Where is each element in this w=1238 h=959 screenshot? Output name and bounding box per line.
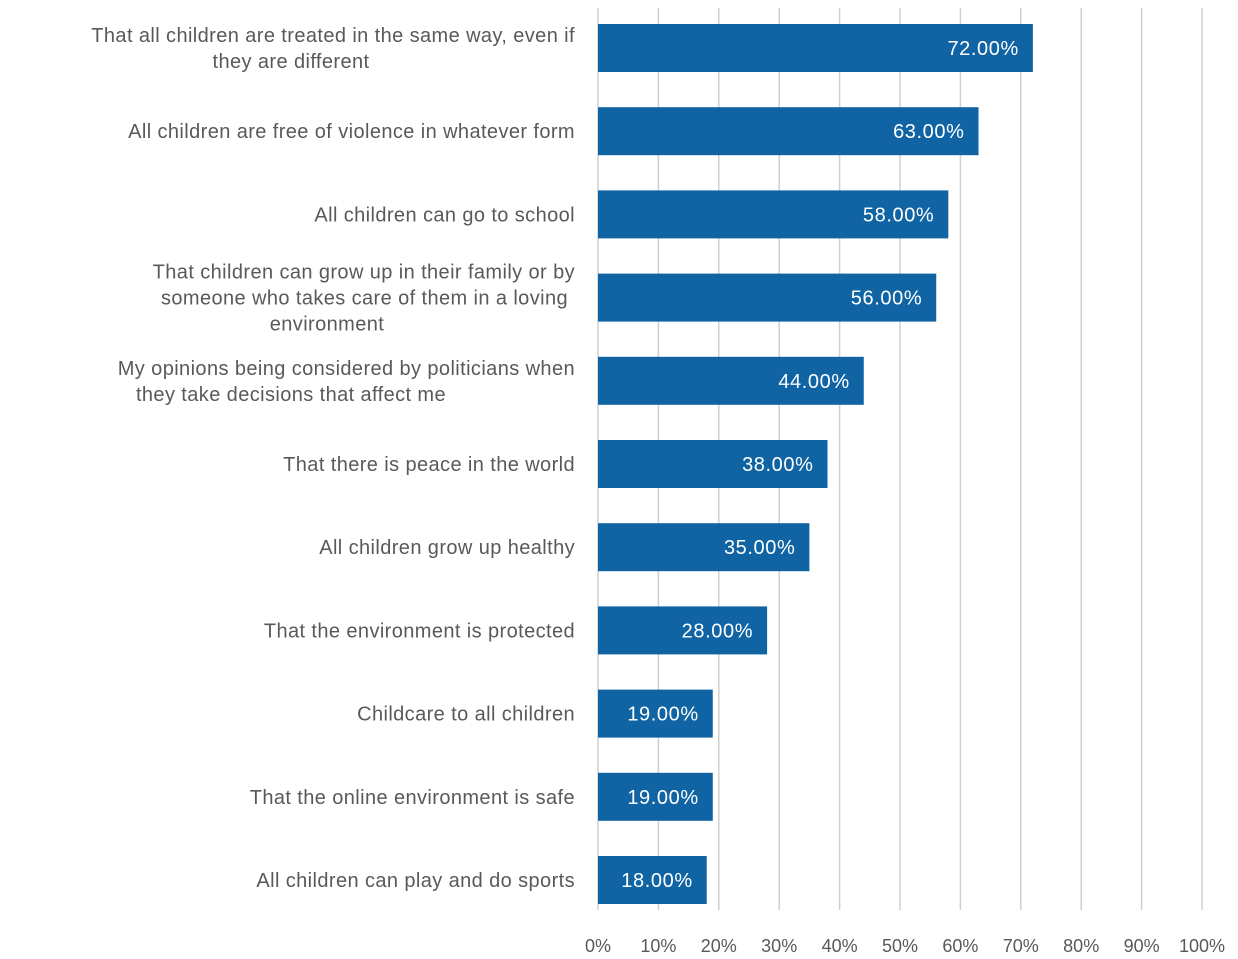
x-tick-label: 0% <box>585 936 611 956</box>
category-label: That all children are treated in the sam… <box>91 25 575 47</box>
category-label: All children can play and do sports <box>256 870 575 892</box>
data-label: 19.00% <box>627 704 698 726</box>
x-tick-label: 10% <box>640 936 676 956</box>
x-tick-label: 70% <box>1003 936 1039 956</box>
bar <box>598 856 707 904</box>
data-label: 38.00% <box>742 454 813 476</box>
data-label: 63.00% <box>893 121 964 143</box>
x-tick-label: 90% <box>1124 936 1160 956</box>
data-label: 18.00% <box>621 870 692 892</box>
category-label: someone who takes care of them in a lovi… <box>161 288 568 310</box>
x-tick-label: 50% <box>882 936 918 956</box>
data-label: 72.00% <box>947 38 1018 60</box>
category-label: That there is peace in the world <box>283 454 575 476</box>
bar <box>598 273 937 322</box>
data-label: 19.00% <box>627 787 698 809</box>
data-label: 35.00% <box>724 537 795 559</box>
bar <box>598 523 810 572</box>
category-label: That children can grow up in their famil… <box>153 262 575 284</box>
bar <box>598 772 713 821</box>
data-label: 58.00% <box>863 204 934 226</box>
bar <box>598 689 713 738</box>
category-label: That the environment is protected <box>264 620 575 642</box>
category-label: All children can go to school <box>314 204 575 226</box>
x-tick-label: 20% <box>701 936 737 956</box>
data-labels: 72.00% 63.00% 58.00% 56.00% 44.00% 38.00% 35.0… <box>621 38 1018 892</box>
bar <box>598 24 1033 72</box>
bar <box>598 606 768 655</box>
category-label: they are different <box>213 51 370 73</box>
x-tick-label: 40% <box>822 936 858 956</box>
data-label: 56.00% <box>851 288 922 310</box>
bar <box>598 440 828 488</box>
category-label: they take decisions that affect me <box>136 384 446 406</box>
bar <box>598 107 979 156</box>
x-tick-label: 30% <box>761 936 797 956</box>
category-labels: That all children are treated in the sam… <box>91 25 575 892</box>
gridlines <box>597 8 1203 910</box>
x-tick-label: 100% <box>1179 936 1225 956</box>
category-label: All children are free of violence in wha… <box>128 121 575 143</box>
x-tick-label: 60% <box>942 936 978 956</box>
category-label: environment <box>270 314 385 336</box>
bars <box>598 24 1033 904</box>
category-label: Childcare to all children <box>357 704 575 726</box>
bar <box>598 356 864 405</box>
x-axis-ticks: 0% 10% 20% 30% 40% 50% 60% 70% 80% 90% 100% <box>585 936 1225 956</box>
category-label: My opinions being considered by politici… <box>118 358 575 380</box>
x-tick-label: 80% <box>1063 936 1099 956</box>
category-label: That the online environment is safe <box>250 787 575 809</box>
bar <box>598 190 949 239</box>
data-label: 44.00% <box>778 371 849 393</box>
data-label: 28.00% <box>682 620 753 642</box>
category-label: All children grow up healthy <box>319 537 575 559</box>
